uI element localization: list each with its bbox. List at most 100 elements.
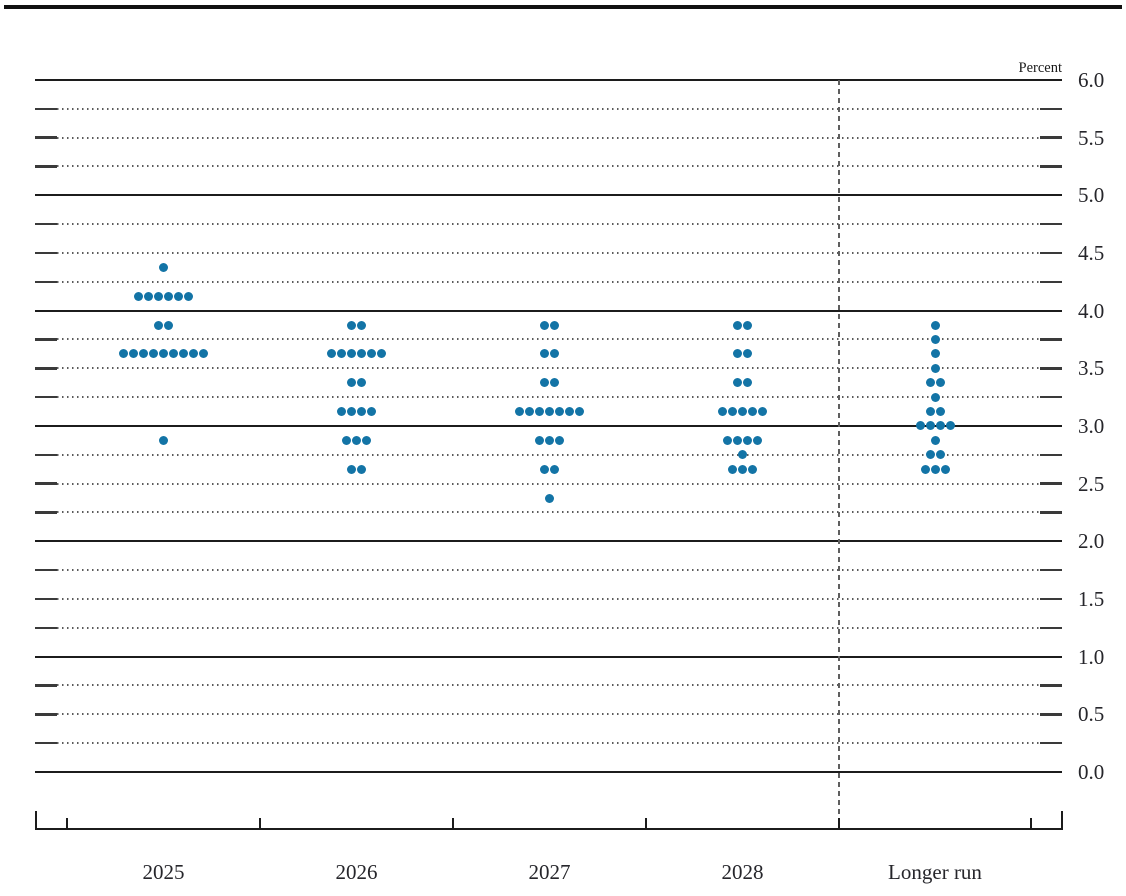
gridline-dotted bbox=[57, 684, 1040, 687]
y-axis-label: 1.0 bbox=[1078, 644, 1105, 669]
y-tick-left bbox=[35, 482, 57, 485]
y-tick-right bbox=[1040, 280, 1062, 284]
y-tick-right bbox=[1040, 165, 1062, 168]
projection-dot bbox=[758, 407, 767, 417]
projection-dot bbox=[930, 334, 940, 344]
projection-dot bbox=[935, 421, 945, 431]
projection-dot bbox=[327, 349, 336, 359]
projection-dot bbox=[357, 378, 366, 388]
y-tick-right bbox=[1040, 395, 1062, 399]
gridline-solid bbox=[35, 79, 1062, 81]
gridline-dotted bbox=[57, 396, 1040, 399]
y-tick-left bbox=[35, 395, 57, 399]
projection-dot bbox=[550, 320, 559, 330]
projection-dot bbox=[940, 464, 950, 474]
projection-dot bbox=[718, 407, 727, 417]
projection-dot bbox=[733, 349, 742, 359]
y-axis-label: 2.5 bbox=[1078, 471, 1105, 496]
y-tick-right bbox=[1040, 597, 1062, 601]
y-tick-left bbox=[35, 107, 57, 111]
projection-dot bbox=[154, 291, 163, 301]
y-tick-right bbox=[1040, 713, 1062, 716]
x-axis-end-cap bbox=[35, 811, 38, 829]
projection-dot bbox=[169, 349, 178, 359]
gridline-dotted bbox=[57, 482, 1040, 485]
projection-dot bbox=[347, 464, 356, 474]
y-tick-right bbox=[1040, 568, 1062, 572]
projection-dot bbox=[925, 450, 935, 460]
y-tick-left bbox=[35, 251, 57, 255]
projection-dot bbox=[189, 349, 198, 359]
projection-dot bbox=[738, 450, 747, 460]
top-horizontal-rule bbox=[4, 5, 1122, 9]
projection-dot bbox=[377, 349, 386, 359]
x-axis-label-2025: 2025 bbox=[142, 860, 185, 884]
projection-dot bbox=[733, 320, 742, 330]
gridline-solid bbox=[35, 770, 1062, 773]
projection-dot bbox=[154, 320, 163, 330]
y-axis-label: 3.5 bbox=[1078, 356, 1105, 381]
y-axis-label: 5.0 bbox=[1078, 183, 1105, 208]
y-tick-right bbox=[1040, 453, 1062, 456]
projection-dot bbox=[565, 407, 574, 417]
projection-dot bbox=[748, 407, 757, 417]
gridline-solid bbox=[35, 194, 1062, 197]
gridline-dotted bbox=[57, 367, 1040, 370]
y-tick-left bbox=[35, 453, 57, 456]
projection-dot bbox=[159, 349, 168, 359]
projection-dot bbox=[347, 320, 356, 330]
projection-dot bbox=[342, 435, 351, 445]
x-axis-tick bbox=[452, 818, 455, 829]
projection-dot bbox=[743, 320, 752, 330]
projection-dot bbox=[550, 349, 559, 359]
projection-dot bbox=[357, 320, 366, 330]
projection-dot bbox=[738, 407, 747, 417]
y-tick-left bbox=[35, 367, 57, 370]
x-axis-line bbox=[35, 828, 1063, 831]
projection-dot bbox=[159, 435, 168, 445]
projection-dot bbox=[337, 407, 346, 417]
projection-dot bbox=[357, 407, 366, 417]
y-tick-left bbox=[35, 338, 57, 341]
projection-dot bbox=[144, 291, 153, 301]
y-axis-label: 4.0 bbox=[1078, 298, 1105, 323]
projection-dot bbox=[728, 464, 737, 474]
projection-dot bbox=[555, 407, 564, 417]
projection-dot bbox=[935, 378, 945, 388]
projection-dot bbox=[357, 464, 366, 474]
projection-dot bbox=[925, 407, 935, 417]
projection-dot bbox=[174, 291, 183, 301]
projection-dot bbox=[184, 291, 193, 301]
projection-dot bbox=[515, 407, 524, 417]
projection-dot bbox=[199, 349, 208, 359]
y-axis-label: 5.5 bbox=[1078, 125, 1105, 150]
projection-dot bbox=[925, 378, 935, 388]
x-axis-label-2027: 2027 bbox=[528, 860, 571, 884]
projection-dot bbox=[733, 378, 742, 388]
y-axis-label: 6.0 bbox=[1078, 68, 1105, 92]
y-axis-label: 4.5 bbox=[1078, 240, 1105, 265]
y-tick-left bbox=[35, 684, 57, 687]
projection-dot bbox=[164, 291, 173, 301]
y-tick-right bbox=[1040, 482, 1062, 485]
gridline-solid bbox=[35, 655, 1062, 658]
projection-dot bbox=[930, 464, 940, 474]
projection-dot bbox=[930, 363, 940, 373]
gridline-dotted bbox=[57, 223, 1040, 226]
y-tick-left bbox=[35, 597, 57, 601]
y-tick-right bbox=[1040, 136, 1062, 139]
y-tick-right bbox=[1040, 626, 1062, 629]
projection-dot bbox=[139, 349, 148, 359]
projection-dot bbox=[129, 349, 138, 359]
projection-dot bbox=[540, 349, 549, 359]
x-axis-label-2026: 2026 bbox=[335, 860, 378, 884]
x-axis-tick bbox=[645, 818, 648, 829]
projection-dot bbox=[179, 349, 188, 359]
projection-dot bbox=[134, 291, 143, 301]
projection-dot bbox=[525, 407, 534, 417]
projection-dot bbox=[352, 435, 361, 445]
y-tick-left bbox=[35, 511, 57, 514]
y-tick-right bbox=[1040, 367, 1062, 370]
projection-dot bbox=[733, 435, 742, 445]
